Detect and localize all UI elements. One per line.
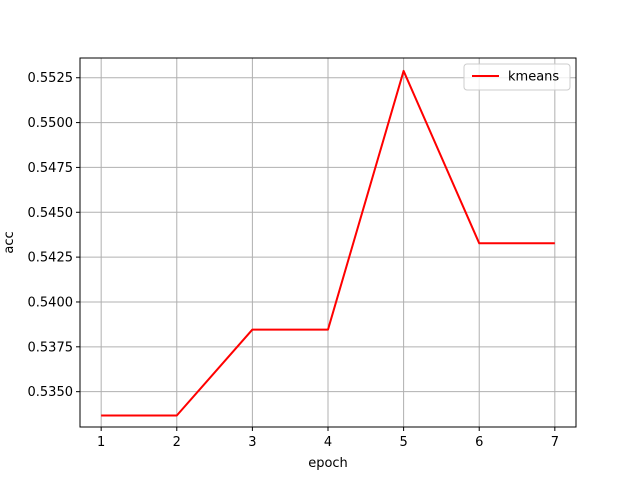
x-tick-label: 1 — [97, 435, 105, 450]
x-tick-label: 2 — [173, 435, 181, 450]
y-tick-label: 0.5425 — [28, 251, 74, 266]
x-tick-label: 3 — [248, 435, 256, 450]
legend-label-kmeans: kmeans — [508, 70, 559, 85]
y-axis-label: acc — [2, 231, 17, 253]
x-tick-label: 6 — [475, 435, 483, 450]
legend: kmeans — [463, 63, 571, 91]
y-tick-label: 0.5525 — [28, 71, 74, 86]
series-lines — [101, 69, 555, 417]
y-tick-label: 0.5375 — [28, 340, 74, 355]
x-tick-label: 4 — [324, 435, 332, 450]
y-tick-label: 0.5400 — [28, 295, 74, 310]
x-tick-label: 7 — [551, 435, 559, 450]
y-tick-label: 0.5450 — [28, 206, 74, 221]
y-tick-label: 0.5475 — [28, 161, 74, 176]
axis-ticks: 1 2 3 4 5 6 7 0.5350 0.5375 0.5400 0.5425 0.5450 0.5… — [28, 71, 559, 450]
series-line-kmeans — [101, 69, 555, 417]
legend-box — [463, 63, 571, 91]
x-tick-label: 5 — [399, 435, 407, 450]
y-tick-label: 0.5350 — [28, 385, 74, 400]
x-axis-label: epoch — [308, 456, 348, 471]
grid — [80, 58, 576, 427]
y-tick-label: 0.5500 — [28, 116, 74, 131]
